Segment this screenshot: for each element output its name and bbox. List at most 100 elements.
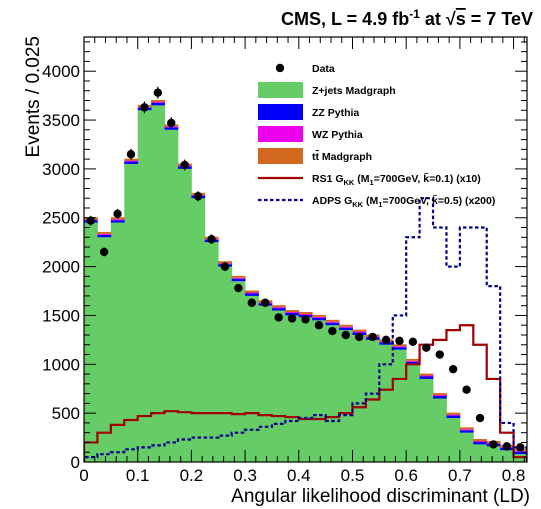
data-point xyxy=(113,209,122,219)
legend-sig-pre: ADPS G xyxy=(312,195,352,207)
stack-bar-0-22 xyxy=(379,344,394,462)
legend-label: ADPS GKK (M1=700GeV, k̃=0.5) (x200) xyxy=(312,194,495,209)
stack-bar-1-29 xyxy=(473,441,488,445)
stack-bar-0-3 xyxy=(124,164,139,462)
stack-bar-0-25 xyxy=(419,378,434,462)
signal-line-1 xyxy=(84,197,527,462)
stack-bar-1-27 xyxy=(446,415,461,419)
stack-bar-3-25 xyxy=(419,373,434,376)
legend-sig-sub: KK xyxy=(352,200,363,209)
stack-bar-0-30 xyxy=(486,446,501,462)
data-point xyxy=(368,332,377,342)
data-point xyxy=(502,442,512,451)
x-axis-label: Angular likelihood discriminant (LD) xyxy=(231,486,530,507)
data-point xyxy=(153,88,163,97)
legend-tt-rest: Madgraph xyxy=(319,151,372,163)
title-exp: -1 xyxy=(409,7,420,21)
stack-bar-0-18 xyxy=(325,325,340,462)
legend-swatch xyxy=(258,126,303,142)
stack-bar-1-19 xyxy=(339,327,353,331)
legend-tt-tbar: t xyxy=(316,151,320,163)
stack-bar-2-28 xyxy=(459,429,474,431)
stack-bar-0-13 xyxy=(258,305,273,462)
data-point xyxy=(126,150,136,159)
stack-bar-0-20 xyxy=(352,334,367,462)
legend-sig-sub2: 1 xyxy=(370,178,374,187)
legend-sig-post2: =700GeV, xyxy=(374,173,424,185)
stack-bar-0-8 xyxy=(191,198,206,462)
stack-bar-0-2 xyxy=(110,222,125,462)
stack-bar-1-1 xyxy=(97,234,112,238)
stack-bar-2-5 xyxy=(151,101,165,103)
data-point xyxy=(274,313,283,322)
data-point xyxy=(99,247,109,257)
stack-bar-0-9 xyxy=(204,242,219,462)
stack-bar-2-17 xyxy=(312,316,327,318)
data-point xyxy=(448,364,458,374)
data-point xyxy=(220,262,230,271)
stack-bar-2-11 xyxy=(231,277,246,279)
legend-swatch xyxy=(258,82,303,98)
x-tick-label: 0.6 xyxy=(394,466,418,485)
stack-bar-0-14 xyxy=(271,310,286,462)
stack-bar-1-24 xyxy=(406,361,421,365)
data-point xyxy=(354,332,364,342)
stack-bar-2-2 xyxy=(110,219,125,221)
stack-bar-3-24 xyxy=(406,358,421,361)
stack-bar-3-11 xyxy=(231,275,246,278)
stack-bar-2-16 xyxy=(298,313,313,315)
y-tick-label: 500 xyxy=(52,404,80,423)
data-point xyxy=(328,326,337,336)
stack-bar-0-24 xyxy=(406,364,421,462)
stack-bar-0-10 xyxy=(218,266,233,462)
stack-bar-2-25 xyxy=(419,375,434,377)
data-point xyxy=(341,330,350,340)
stack-bar-0-28 xyxy=(459,432,474,462)
stack-bar-0-7 xyxy=(177,168,192,462)
stack-bar-1-32 xyxy=(513,451,527,455)
y-tick-label: 0 xyxy=(71,453,80,472)
legend-label: WZ Pythia xyxy=(312,129,363,141)
stack-bar-0-11 xyxy=(231,281,246,462)
stack-bar-1-23 xyxy=(392,347,407,350)
x-tick-label: 0.7 xyxy=(448,466,472,485)
data-point xyxy=(516,443,525,452)
stack-bar-1-18 xyxy=(325,322,340,326)
stack-bar-1-26 xyxy=(433,396,447,399)
y-tick-label: 3500 xyxy=(42,111,80,130)
legend-sig-post2: =700GeV, xyxy=(382,195,432,207)
plot-content xyxy=(84,86,527,462)
stack-bar-0-26 xyxy=(433,398,447,462)
y-axis-label: Events / 0.025 xyxy=(23,36,44,157)
stack-bar-2-14 xyxy=(271,307,286,309)
legend-sig-post3: =0.5) (x200) xyxy=(438,195,496,207)
stack-bar-3-19 xyxy=(339,324,353,327)
stack-bar-0-23 xyxy=(392,349,407,462)
stack-bar-0-17 xyxy=(312,320,327,462)
data-point xyxy=(408,337,418,347)
data-point xyxy=(301,315,310,324)
data-point xyxy=(247,298,257,307)
x-tick-label: 0.1 xyxy=(126,466,150,485)
data-point xyxy=(489,440,498,449)
stack-bar-3-26 xyxy=(433,393,447,396)
stack-bar-1-11 xyxy=(231,278,246,282)
data-point xyxy=(207,235,216,244)
stack-bar-2-18 xyxy=(325,321,340,323)
title-sqrt-arg: s xyxy=(456,9,466,29)
legend: Data Z+jets Madgraph ZZ Pythia WZ Pythia tt … xyxy=(258,63,495,209)
x-tick-label: 0 xyxy=(79,466,88,485)
x-tick-label: 0.4 xyxy=(287,466,311,485)
stack-bar-2-24 xyxy=(406,360,421,362)
stack-bar-0-12 xyxy=(245,295,259,462)
legend-label: ZZ Pythia xyxy=(312,107,359,119)
x-tick-label: 0.3 xyxy=(233,466,257,485)
y-tick-label: 3000 xyxy=(42,160,80,179)
legend-label: tt Madgraph xyxy=(312,151,372,163)
stack-bar-1-17 xyxy=(312,317,327,321)
title-prefix: CMS, L = 4.9 fb xyxy=(281,9,409,29)
stack-bar-3-12 xyxy=(245,290,259,293)
data-point xyxy=(287,314,297,323)
title-sqrt-sign: √ xyxy=(446,9,456,29)
data-point xyxy=(180,160,189,170)
